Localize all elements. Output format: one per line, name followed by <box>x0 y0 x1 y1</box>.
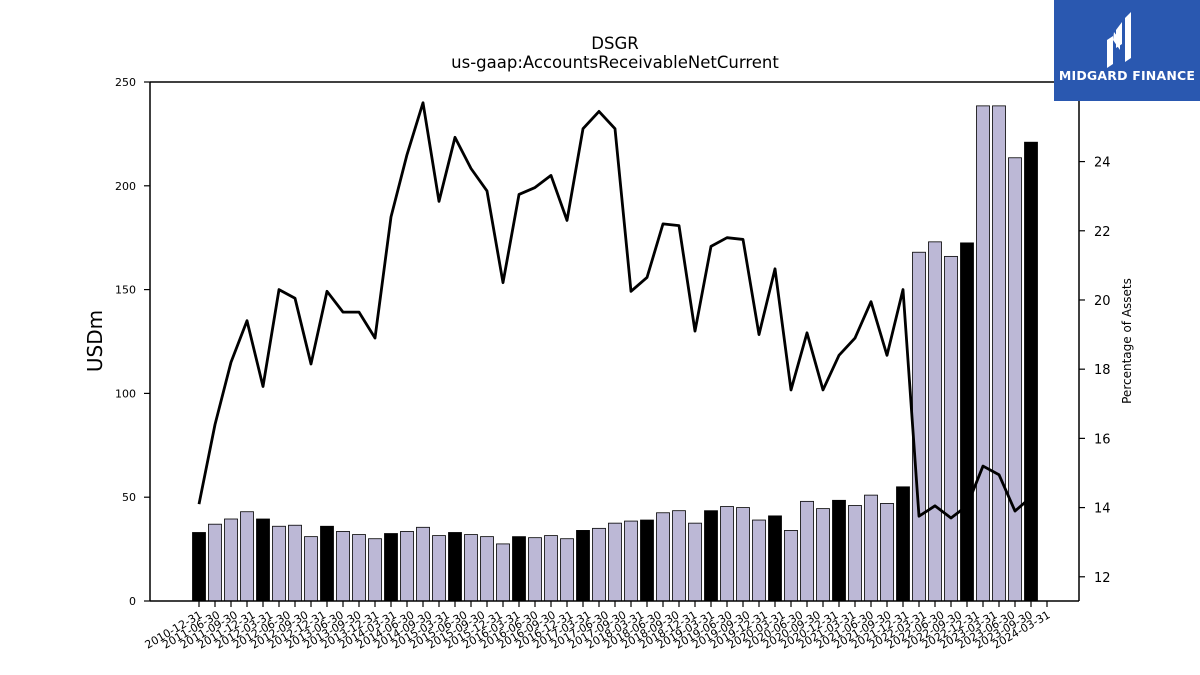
bar-2018-12-31 <box>704 510 718 602</box>
bar-2016-03-31 <box>528 537 542 602</box>
bar-2017-06-30 <box>608 522 622 602</box>
bar-2020-12-31 <box>832 499 846 602</box>
y-tick-label: 50 <box>122 491 136 504</box>
bar-2021-06-30 <box>864 494 878 602</box>
bar-2017-03-31 <box>592 527 606 602</box>
bar-2018-09-30 <box>688 522 702 602</box>
bar-2014-12-31 <box>448 532 462 602</box>
midgard-finance-logo: MIDGARD FINANCE <box>1054 0 1200 101</box>
bar-2015-03-31 <box>464 534 478 602</box>
percentage-line <box>197 101 1032 520</box>
y2-tick-label: 18 <box>1094 363 1111 378</box>
x-tick-labels: 2010-12-312011-06-302011-09-302011-12-31… <box>143 601 1053 652</box>
bar-2022-03-31 <box>912 251 926 602</box>
y-tick-label: 0 <box>129 595 136 608</box>
bar-2013-06-30 <box>352 534 366 602</box>
y2-tick-label: 20 <box>1094 294 1111 309</box>
logo-mark-icon <box>1054 0 1200 101</box>
y-tick-label: 100 <box>115 387 136 400</box>
bar-2014-09-30 <box>432 535 446 602</box>
bar-2011-12-31 <box>256 518 270 602</box>
bar-2011-09-30 <box>240 511 254 602</box>
y2-tick-label: 12 <box>1094 571 1111 586</box>
bar-2012-09-30 <box>304 536 318 602</box>
bar-2010-12-31 <box>192 532 206 602</box>
bar-2019-09-30 <box>752 519 766 602</box>
bar-2011-06-30 <box>224 518 238 602</box>
bar-2020-09-30 <box>816 508 830 602</box>
axes: 0 50 100 150 200 250 12 14 16 18 20 22 24 <box>115 76 1111 608</box>
y2-axis-label: Percentage of Assets <box>1120 278 1134 404</box>
percentage-line-series <box>197 101 1032 520</box>
bar-2022-09-30 <box>944 255 958 602</box>
bar-2015-09-30 <box>496 543 510 602</box>
bar-2019-06-30 <box>736 507 750 602</box>
y2-tick-label: 22 <box>1094 225 1111 240</box>
bar-2013-12-31 <box>384 533 398 602</box>
bar-2021-12-31 <box>896 486 910 602</box>
bar-2016-09-30 <box>560 538 574 602</box>
bar-2014-03-31 <box>400 531 414 602</box>
bar-2022-06-30 <box>928 241 942 602</box>
bar-2015-06-30 <box>480 536 494 602</box>
bar-2017-09-30 <box>624 520 638 602</box>
bar-2023-12-31 <box>1024 141 1038 602</box>
bar-2013-03-31 <box>336 531 350 602</box>
chart-title: DSGR <box>591 34 638 53</box>
bar-2020-03-31 <box>784 530 798 602</box>
bar-2011-03-31 <box>208 523 222 602</box>
bar-2014-06-30 <box>416 526 430 602</box>
y2-tick-label: 14 <box>1094 502 1111 517</box>
bar-2018-03-31 <box>656 512 670 602</box>
bar-2015-12-31 <box>512 536 526 602</box>
bar-2017-12-31 <box>640 519 654 602</box>
bar-series <box>192 105 1038 602</box>
bar-2021-03-31 <box>848 505 862 602</box>
bar-2016-12-31 <box>576 530 590 602</box>
y-axis-label: USDm <box>83 310 107 372</box>
bar-2022-12-31 <box>960 242 974 602</box>
bar-2019-03-31 <box>720 506 734 602</box>
bar-2023-09-30 <box>1008 157 1022 602</box>
bar-2020-06-30 <box>800 500 814 602</box>
bar-2012-06-30 <box>288 524 302 602</box>
y-tick-label: 150 <box>115 284 136 297</box>
bar-2023-06-30 <box>992 105 1006 602</box>
y-tick-label: 250 <box>115 76 136 89</box>
bar-2018-06-30 <box>672 510 686 602</box>
bar-2016-06-30 <box>544 535 558 602</box>
bar-2013-09-30 <box>368 538 382 602</box>
bar-2023-03-31 <box>976 105 990 602</box>
bar-2019-12-31 <box>768 515 782 602</box>
chart-subtitle: us-gaap:AccountsReceivableNetCurrent <box>451 53 779 72</box>
logo-text: MIDGARD FINANCE <box>1058 68 1196 83</box>
y-tick-label: 200 <box>115 180 136 193</box>
y2-tick-label: 16 <box>1094 432 1111 447</box>
y2-tick-label: 24 <box>1094 156 1111 171</box>
bar-2012-03-31 <box>272 525 286 602</box>
bar-2021-09-30 <box>880 503 894 602</box>
bar-2012-12-31 <box>320 525 334 602</box>
